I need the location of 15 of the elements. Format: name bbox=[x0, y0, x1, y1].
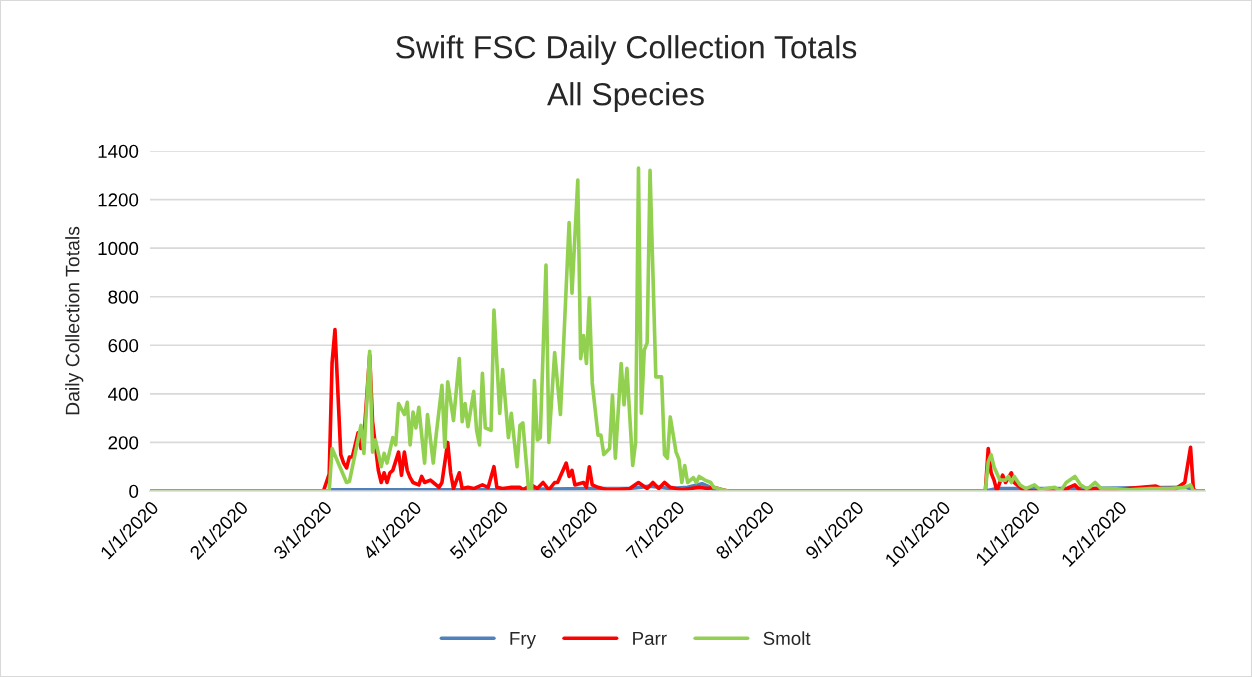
y-axis-title: Daily Collection Totals bbox=[65, 226, 84, 415]
legend-label: Parr bbox=[633, 631, 667, 646]
y-tick-label: 1400 bbox=[98, 144, 139, 158]
legend-label: Smolt bbox=[763, 631, 811, 646]
chart-subtitle: All Species bbox=[547, 82, 704, 112]
y-tick-label: 0 bbox=[129, 484, 139, 498]
legend-label: Fry bbox=[510, 631, 536, 649]
y-tick-label: 400 bbox=[108, 387, 139, 401]
y-tick-label: 1000 bbox=[98, 241, 139, 256]
y-tick-label: 600 bbox=[108, 338, 139, 353]
chart-title: Swift FSC Daily Collection Totals bbox=[396, 35, 857, 65]
y-tick-label: 800 bbox=[108, 290, 139, 304]
line-series bbox=[150, 166, 1205, 491]
y-tick-label: 200 bbox=[108, 436, 139, 450]
y-tick-label: 1200 bbox=[98, 193, 139, 207]
